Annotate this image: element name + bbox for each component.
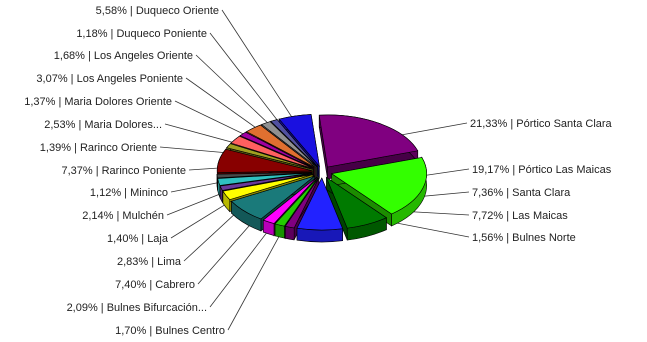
pie-slice	[239, 131, 315, 169]
pie-slice	[230, 135, 314, 169]
slice-label: 1,68% | Los Angeles Oriente	[54, 50, 193, 62]
slice-label: 1,70% | Bulnes Centro	[115, 325, 225, 337]
pie-slice	[219, 173, 313, 191]
pie-slice	[216, 172, 313, 179]
pie-slice	[216, 148, 313, 173]
pie-slice	[318, 114, 419, 168]
slice-label: 7,72% | Las Maicas	[472, 210, 568, 222]
pie-slice	[296, 177, 344, 231]
pie-slice	[230, 175, 315, 220]
slice-label: 1,39% | Rarinco Oriente	[40, 142, 157, 154]
slice-label: 1,56% | Bulnes Norte	[472, 232, 576, 244]
pie-slice	[217, 172, 313, 186]
slice-label: 2,83% | Lima	[117, 256, 182, 268]
pie-slice	[222, 174, 313, 200]
slice-labels: 21,33% | Pórtico Santa Clara 19,17% | Pór…	[24, 5, 612, 337]
pie-slice	[278, 114, 320, 168]
slice-label: 2,53% | Maria Dolores...	[44, 119, 162, 131]
pie-slice	[330, 157, 427, 215]
slice-label: 7,37% | Rarinco Poniente	[61, 165, 186, 177]
slice-label: 2,14% | Mulchén	[82, 210, 164, 222]
pie-slice	[245, 124, 316, 168]
pie-slices	[216, 114, 427, 243]
pie-slice	[274, 177, 319, 227]
slice-label: 21,33% | Pórtico Santa Clara	[470, 118, 613, 130]
slice-label: 3,07% | Los Angeles Poniente	[36, 73, 183, 85]
slice-label: 1,40% | Laja	[107, 233, 169, 245]
slice-label: 1,12% | Mininco	[90, 187, 168, 199]
slice-label: 2,09% | Bulnes Bifurcación...	[67, 302, 207, 314]
pie-slice	[325, 176, 388, 229]
pie-slice	[226, 143, 314, 170]
slice-label: 1,37% | Maria Dolores Oriente	[24, 96, 172, 108]
pie-slice	[270, 119, 318, 167]
slice-label: 7,40% | Cabrero	[115, 279, 195, 291]
pie-slice	[284, 177, 320, 229]
pie-slice	[261, 121, 317, 168]
slice-label: 1,18% | Duqueco Poniente	[76, 28, 207, 40]
pie-slice	[262, 176, 318, 224]
slice-label: 5,58% | Duqueco Oriente	[96, 5, 219, 17]
slice-label: 19,17% | Pórtico Las Maicas	[472, 164, 612, 176]
slice-label: 7,36% | Santa Clara	[472, 187, 571, 199]
pie-slice-rim	[285, 225, 295, 241]
